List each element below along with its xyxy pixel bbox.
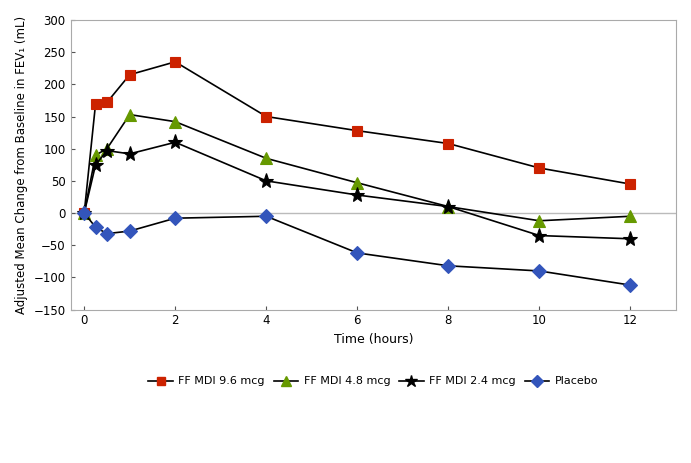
FF MDI 4.8 mcg bbox=[171, 119, 180, 125]
FF MDI 4.8 mcg bbox=[262, 156, 270, 161]
Placebo bbox=[444, 263, 453, 269]
Placebo bbox=[262, 213, 270, 219]
Placebo bbox=[126, 228, 134, 234]
FF MDI 4.8 mcg bbox=[126, 112, 134, 117]
Placebo bbox=[103, 231, 111, 237]
FF MDI 4.8 mcg bbox=[80, 210, 88, 216]
Placebo bbox=[80, 210, 88, 216]
FF MDI 2.4 mcg bbox=[171, 139, 180, 145]
FF MDI 9.6 mcg bbox=[91, 101, 100, 106]
FF MDI 4.8 mcg bbox=[353, 180, 361, 186]
FF MDI 9.6 mcg bbox=[171, 59, 180, 65]
FF MDI 2.4 mcg bbox=[103, 148, 111, 153]
Placebo bbox=[171, 215, 180, 221]
FF MDI 9.6 mcg bbox=[444, 141, 453, 146]
Line: Placebo: Placebo bbox=[79, 208, 635, 290]
FF MDI 9.6 mcg bbox=[103, 100, 111, 105]
FF MDI 2.4 mcg bbox=[536, 233, 544, 238]
X-axis label: Time (hours): Time (hours) bbox=[334, 333, 413, 346]
Y-axis label: Adjusted Mean Change from Baseline in FEV₁ (mL): Adjusted Mean Change from Baseline in FE… bbox=[15, 16, 28, 314]
FF MDI 2.4 mcg bbox=[353, 192, 361, 198]
FF MDI 2.4 mcg bbox=[91, 162, 100, 168]
Placebo bbox=[536, 268, 544, 274]
Line: FF MDI 4.8 mcg: FF MDI 4.8 mcg bbox=[79, 109, 636, 226]
FF MDI 2.4 mcg bbox=[80, 210, 88, 216]
FF MDI 2.4 mcg bbox=[126, 151, 134, 156]
FF MDI 9.6 mcg bbox=[80, 210, 88, 216]
FF MDI 4.8 mcg bbox=[444, 204, 453, 209]
Legend: FF MDI 9.6 mcg, FF MDI 4.8 mcg, FF MDI 2.4 mcg, Placebo: FF MDI 9.6 mcg, FF MDI 4.8 mcg, FF MDI 2… bbox=[144, 372, 603, 391]
FF MDI 4.8 mcg bbox=[103, 146, 111, 151]
Placebo bbox=[353, 250, 361, 256]
FF MDI 9.6 mcg bbox=[126, 72, 134, 77]
FF MDI 4.8 mcg bbox=[626, 213, 634, 219]
FF MDI 4.8 mcg bbox=[91, 152, 100, 158]
Placebo bbox=[626, 282, 634, 288]
Placebo bbox=[91, 225, 100, 230]
FF MDI 9.6 mcg bbox=[626, 181, 634, 187]
Line: FF MDI 9.6 mcg: FF MDI 9.6 mcg bbox=[79, 57, 635, 218]
Line: FF MDI 2.4 mcg: FF MDI 2.4 mcg bbox=[77, 135, 638, 246]
FF MDI 2.4 mcg bbox=[262, 178, 270, 184]
FF MDI 2.4 mcg bbox=[626, 236, 634, 242]
FF MDI 2.4 mcg bbox=[444, 204, 453, 209]
FF MDI 4.8 mcg bbox=[536, 218, 544, 224]
FF MDI 9.6 mcg bbox=[536, 165, 544, 171]
FF MDI 9.6 mcg bbox=[353, 128, 361, 133]
FF MDI 9.6 mcg bbox=[262, 114, 270, 119]
